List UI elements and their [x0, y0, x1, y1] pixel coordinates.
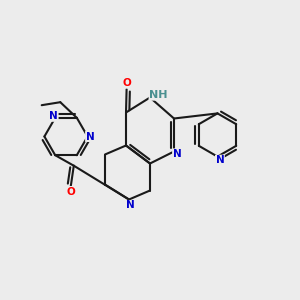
Text: O: O: [66, 187, 75, 196]
Text: NH: NH: [149, 90, 168, 100]
Text: N: N: [215, 155, 224, 165]
Text: N: N: [172, 149, 182, 159]
Text: N: N: [49, 111, 58, 121]
Text: N: N: [85, 131, 94, 142]
Text: N: N: [125, 200, 134, 211]
Text: O: O: [122, 78, 131, 88]
